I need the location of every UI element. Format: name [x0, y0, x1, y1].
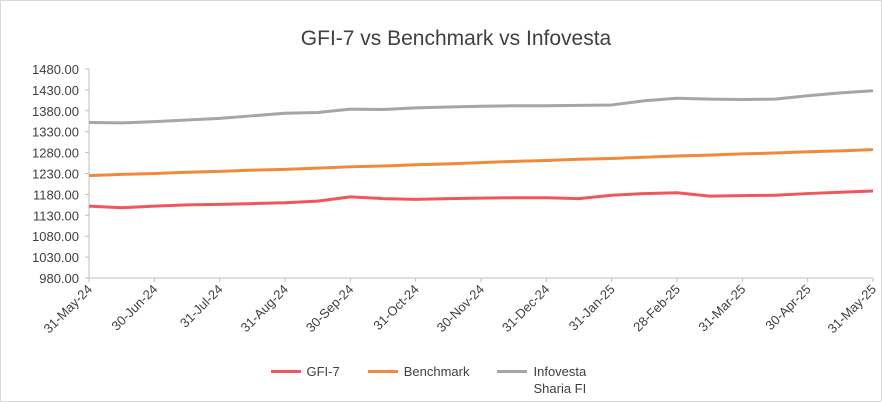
x-tick-label: 30-Jun-24: [108, 282, 160, 334]
x-tick-label: 28-Feb-25: [630, 282, 683, 335]
x-tick-label: 30-Sep-24: [303, 282, 357, 336]
x-tick-label: 31-Jul-24: [177, 282, 226, 331]
x-tick-label: 31-Jan-25: [566, 282, 618, 334]
x-tick-label: 31-May-25: [825, 282, 880, 337]
y-tick-label: 1130.00: [33, 208, 79, 223]
y-tick-label: 980.00: [39, 271, 79, 286]
x-tick-label: 30-Nov-24: [434, 282, 488, 336]
y-tick-label: 1180.00: [33, 187, 79, 202]
x-tick-label: 30-Apr-25: [762, 282, 813, 333]
legend-item: GFI-7: [270, 363, 340, 397]
x-tick-label: 31-Dec-24: [499, 282, 553, 336]
x-tick-label: 31-Aug-24: [238, 282, 292, 336]
legend: GFI-7 Benchmark Infovesta Sharia FI: [1, 363, 881, 397]
series-line: [88, 148, 874, 178]
y-tick-label: 1280.00: [32, 146, 79, 161]
legend-item: Infovesta Sharia FI: [497, 363, 613, 397]
legend-item: Benchmark: [367, 363, 470, 397]
legend-swatch: [270, 370, 301, 373]
x-tick-label: 31-Oct-24: [370, 282, 421, 333]
legend-label: Benchmark: [403, 364, 470, 379]
y-tick-label: 1430.00: [32, 83, 79, 98]
legend-swatch: [497, 370, 528, 373]
y-tick-label: 1380.00: [32, 104, 79, 119]
x-tick-label: 31-Mar-25: [695, 282, 748, 335]
series-line: [88, 89, 874, 125]
chart-title: GFI-7 vs Benchmark vs Infovesta: [301, 27, 612, 50]
y-tick-label: 1480.00: [32, 62, 79, 77]
legend-swatch: [367, 370, 398, 373]
y-tick-label: 1030.00: [32, 250, 79, 265]
legend-label: Infovesta Sharia FI: [533, 364, 587, 396]
x-tick-label: 31-May-24: [41, 282, 96, 337]
series-line: [88, 189, 874, 210]
y-tick-label: 1230.00: [32, 167, 79, 182]
legend-label: GFI-7: [306, 364, 340, 379]
y-tick-label: 1330.00: [32, 125, 79, 140]
y-tick-label: 1080.00: [32, 229, 79, 244]
